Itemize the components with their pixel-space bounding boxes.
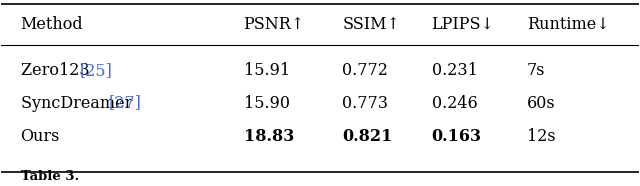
Text: 12s: 12s (527, 129, 556, 145)
Text: [27]: [27] (108, 94, 141, 112)
Text: 0.163: 0.163 (431, 129, 481, 145)
Text: 0.246: 0.246 (431, 94, 477, 112)
Text: PSNR↑: PSNR↑ (244, 16, 305, 33)
Text: 0.821: 0.821 (342, 129, 393, 145)
Text: 0.231: 0.231 (431, 62, 477, 79)
Text: 18.83: 18.83 (244, 129, 294, 145)
Text: SyncDreamer: SyncDreamer (20, 94, 137, 112)
Text: Runtime↓: Runtime↓ (527, 16, 610, 33)
Text: [25]: [25] (79, 62, 112, 79)
Text: 15.90: 15.90 (244, 94, 289, 112)
Text: 7s: 7s (527, 62, 545, 79)
Text: Ours: Ours (20, 129, 60, 145)
Text: LPIPS↓: LPIPS↓ (431, 16, 494, 33)
Text: 0.772: 0.772 (342, 62, 388, 79)
Text: 15.91: 15.91 (244, 62, 290, 79)
Text: Method: Method (20, 16, 83, 33)
Text: Zero123: Zero123 (20, 62, 94, 79)
Text: SSIM↑: SSIM↑ (342, 16, 400, 33)
Text: Table 3.: Table 3. (20, 170, 79, 183)
Text: 0.773: 0.773 (342, 94, 388, 112)
Text: 60s: 60s (527, 94, 556, 112)
